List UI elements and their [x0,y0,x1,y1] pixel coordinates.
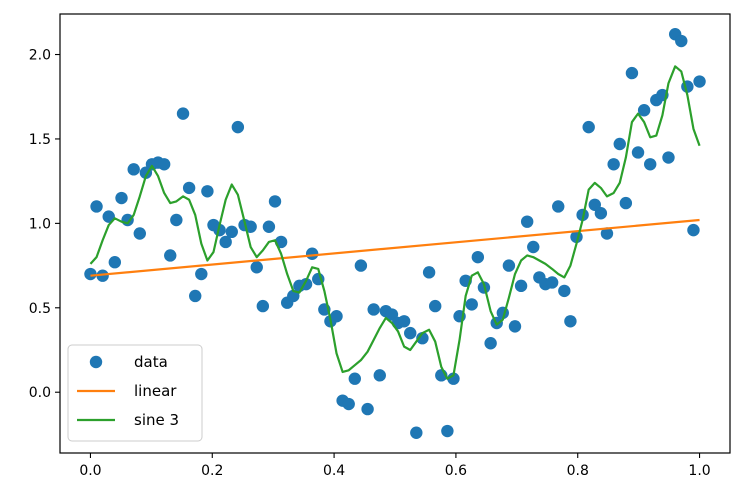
data-point [545,276,559,289]
data-point [422,266,436,279]
data-point [514,279,528,293]
x-tick-label: 0.6 [445,463,467,479]
x-tick-label: 0.0 [79,463,101,479]
data-point [256,299,270,313]
data-point [176,107,190,120]
data-point [675,34,688,48]
data-point [484,337,497,350]
data-point [471,250,485,264]
legend-label-sine-3: sine 3 [134,411,179,429]
data-point [305,247,319,260]
data-point [693,75,706,88]
series-line-linear [90,218,700,277]
data-point [687,223,700,237]
axes-frame [59,13,731,454]
data-point [115,191,128,205]
data-point [558,284,571,298]
data-point [189,289,202,303]
legend-label-linear: linear [134,382,177,400]
data-point [631,146,645,159]
x-tick-label: 0.4 [323,463,345,479]
data-point [613,137,626,151]
data-point [527,240,540,254]
axis-ticks: 0.0 0.2 0.4 0.6 0.8 1.0 0.0 0.5 1.0 1.5 2.0 [29,48,711,479]
data-point [348,372,361,385]
x-tick-label: 0.2 [201,463,223,479]
data-point [600,227,614,240]
data-point [508,320,522,333]
data-point [262,220,276,233]
data-point [182,181,196,195]
data-point [465,298,478,311]
data-point [441,424,454,438]
data-point [644,158,657,171]
data-point [502,259,516,272]
data-point [84,267,97,281]
data-point [447,372,460,385]
data-point [367,303,380,316]
data-point [373,369,386,382]
data-point [429,299,442,313]
data-point [354,259,368,272]
data-point [397,315,411,328]
data-point [90,200,103,213]
data-point [157,158,171,171]
data-point [213,223,226,237]
data-point [250,261,263,274]
legend-box [67,344,203,442]
data-point [268,195,282,208]
data-point [201,185,214,198]
data-point [219,235,232,249]
data-point [607,158,620,171]
plot-area [84,28,706,439]
data-point [342,397,355,411]
data-point [619,196,633,210]
legend: data linear sine 3 [67,344,203,442]
data-point [170,213,183,227]
y-tick-label: 1.0 [29,216,51,232]
x-tick-label: 1.0 [688,463,710,479]
y-tick-label: 1.5 [29,132,51,148]
legend-marker-data [89,355,103,369]
data-point [625,66,639,80]
y-tick-label: 0.5 [29,301,51,317]
data-point [662,151,675,164]
data-point [637,104,651,117]
data-point [410,426,423,439]
data-point [416,331,429,345]
data-point [330,310,343,323]
data-point [582,120,595,134]
data-point [520,215,534,228]
legend-label-data: data [134,353,168,371]
data-point [231,120,245,134]
data-point [96,269,109,282]
series-line-sine-3 [89,65,701,380]
data-point [361,402,374,416]
data-point [108,256,122,269]
y-tick-label: 2.0 [29,48,51,64]
y-tick-label: 0.0 [29,385,51,401]
data-point [133,227,146,240]
data-point [404,326,417,340]
data-point [102,210,115,223]
x-tick-label: 0.8 [567,463,589,479]
data-point [594,207,608,220]
data-point [127,163,140,176]
data-point [552,200,565,213]
data-point [195,267,208,281]
data-point [164,249,177,262]
data-point [564,315,577,328]
data-point [225,225,238,239]
